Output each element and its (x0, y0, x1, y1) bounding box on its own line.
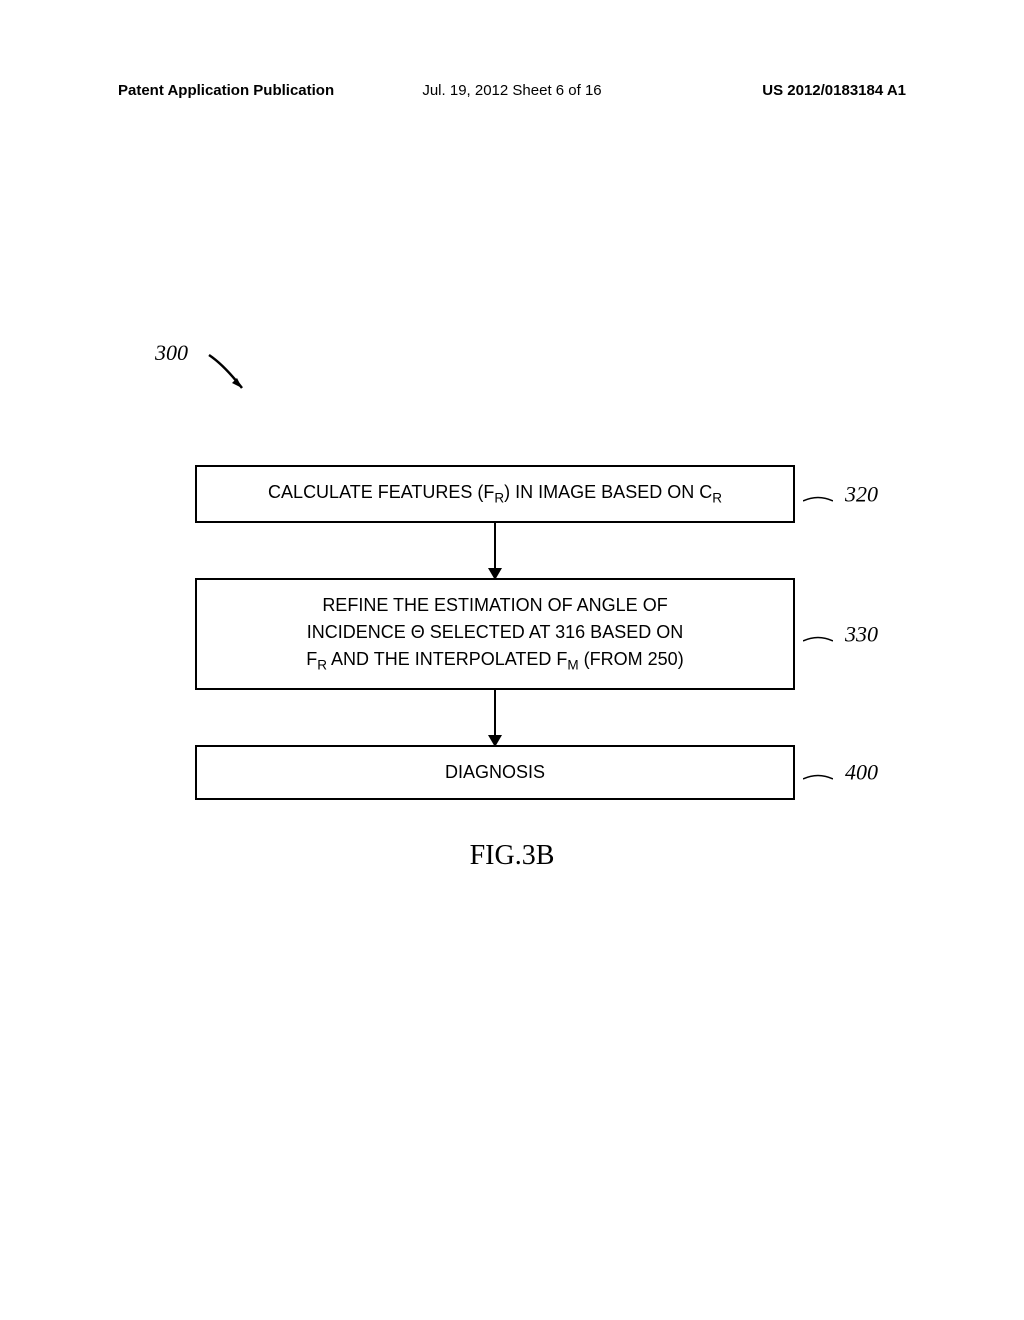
box1-text: CALCULATE FEATURES (FR) IN IMAGE BASED O… (268, 482, 722, 502)
flow-arrow-icon (494, 690, 496, 745)
connector-curve-icon (803, 634, 833, 649)
flow-arrow-icon (494, 523, 496, 578)
box1-reference-label: 320 (845, 477, 878, 510)
flowchart-box-diagnosis: DIAGNOSIS 400 (195, 745, 795, 800)
box2-line1: REFINE THE ESTIMATION OF ANGLE OF (322, 595, 667, 615)
figure-reference-number: 300 (155, 340, 188, 366)
flowchart-box-refine-estimation: REFINE THE ESTIMATION OF ANGLE OF INCIDE… (195, 578, 795, 690)
box2-line2: INCIDENCE Θ SELECTED AT 316 BASED ON (307, 622, 683, 642)
figure-label: FIG.3B (470, 840, 555, 872)
connector-curve-icon (803, 494, 833, 509)
header-publication: Patent Application Publication (118, 82, 334, 99)
box2-line3: FR AND THE INTERPOLATED FM (FROM 250) (306, 649, 683, 669)
flowchart-box-calculate-features: CALCULATE FEATURES (FR) IN IMAGE BASED O… (195, 465, 795, 523)
reference-arrow-icon (204, 350, 254, 400)
box3-reference-label: 400 (845, 756, 878, 789)
box3-text: DIAGNOSIS (445, 762, 545, 782)
header-patent-number: US 2012/0183184 A1 (762, 82, 906, 99)
box2-reference-label: 330 (845, 617, 878, 650)
page-header: Patent Application Publication Jul. 19, … (0, 82, 1024, 99)
flowchart-diagram: CALCULATE FEATURES (FR) IN IMAGE BASED O… (135, 465, 855, 800)
connector-curve-icon (803, 772, 833, 787)
header-sheet-info: Jul. 19, 2012 Sheet 6 of 16 (422, 82, 601, 99)
